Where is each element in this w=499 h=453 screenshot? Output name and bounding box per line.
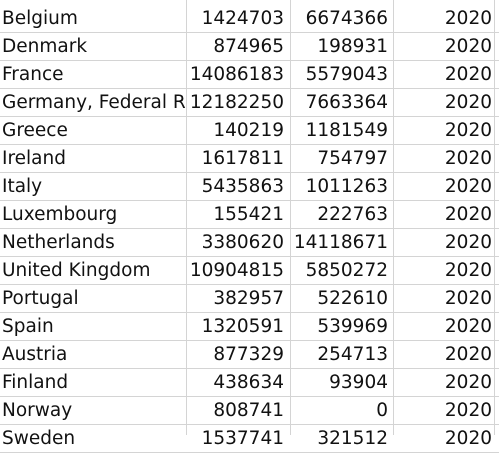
table-row: Greece 140219 1181549 2020: [0, 117, 499, 145]
cell-value-a[interactable]: 877329: [213, 344, 284, 365]
table-row: Netherlands 3380620 14118671 2020: [0, 229, 499, 257]
cell-value-a[interactable]: 808741: [213, 400, 284, 421]
cell-value-b[interactable]: 5850272: [305, 260, 388, 281]
cell-country[interactable]: Portugal: [2, 288, 79, 309]
cell-year[interactable]: 2020: [444, 176, 492, 197]
cell-value-a[interactable]: 438634: [213, 372, 284, 393]
cell-country[interactable]: Italy: [2, 176, 43, 197]
cell-value-a[interactable]: 1537741: [201, 428, 284, 449]
cell-year[interactable]: 2020: [444, 64, 492, 85]
cell-value-a[interactable]: 140219: [213, 120, 284, 141]
cell-value-b[interactable]: 7663364: [305, 92, 388, 113]
cell-value-a[interactable]: 382957: [213, 288, 284, 309]
cell-country[interactable]: Netherlands: [2, 232, 115, 253]
cell-country[interactable]: Austria: [2, 344, 68, 365]
cell-country[interactable]: United Kingdom: [2, 260, 151, 281]
cell-country[interactable]: Ireland: [2, 148, 66, 169]
table-row: Portugal 382957 522610 2020: [0, 285, 499, 313]
cell-year[interactable]: 2020: [444, 148, 492, 169]
cell-value-a[interactable]: 1424703: [201, 8, 284, 29]
cell-value-b[interactable]: 222763: [317, 204, 388, 225]
table-row: Ireland 1617811 754797 2020: [0, 145, 499, 173]
cell-value-b[interactable]: 198931: [317, 36, 388, 57]
cell-year[interactable]: 2020: [444, 204, 492, 225]
cell-value-b[interactable]: 1011263: [305, 176, 388, 197]
table-row: Luxembourg 155421 222763 2020: [0, 201, 499, 229]
cell-value-b[interactable]: 14118671: [293, 232, 388, 253]
cell-value-a[interactable]: 10904815: [189, 260, 284, 281]
cell-year[interactable]: 2020: [444, 400, 492, 421]
cell-value-a[interactable]: 12182250: [189, 92, 284, 113]
table-row: United Kingdom 10904815 5850272 2020: [0, 257, 499, 285]
table-row: Spain 1320591 539969 2020: [0, 313, 499, 341]
cell-country[interactable]: Norway: [2, 400, 73, 421]
cell-country[interactable]: Denmark: [2, 36, 88, 57]
cell-country[interactable]: Greece: [2, 120, 68, 141]
cell-country[interactable]: France: [2, 64, 64, 85]
cell-country[interactable]: Germany, Federal R: [2, 92, 185, 113]
cell-year[interactable]: 2020: [444, 120, 492, 141]
cell-value-b[interactable]: 1181549: [305, 120, 388, 141]
cell-year[interactable]: 2020: [444, 344, 492, 365]
table-row: Sweden 1537741 321512 2020: [0, 425, 499, 453]
cell-year[interactable]: 2020: [444, 232, 492, 253]
cell-value-a[interactable]: 3380620: [201, 232, 284, 253]
column-divider: [290, 0, 291, 435]
cell-value-b[interactable]: 5579043: [305, 64, 388, 85]
cell-value-b[interactable]: 539969: [317, 316, 388, 337]
column-divider: [494, 0, 495, 435]
cell-value-a[interactable]: 1617811: [201, 148, 284, 169]
cell-year[interactable]: 2020: [444, 288, 492, 309]
cell-value-a[interactable]: 1320591: [201, 316, 284, 337]
cell-year[interactable]: 2020: [444, 260, 492, 281]
column-divider: [393, 0, 394, 435]
table-row: Belgium 1424703 6674366 2020: [0, 5, 499, 33]
cell-year[interactable]: 2020: [444, 372, 492, 393]
cell-value-a[interactable]: 874965: [213, 36, 284, 57]
cell-country[interactable]: Finland: [2, 372, 69, 393]
cell-year[interactable]: 2020: [444, 92, 492, 113]
cell-year[interactable]: 2020: [444, 428, 492, 449]
cell-value-b[interactable]: 93904: [329, 372, 388, 393]
cell-value-b[interactable]: 321512: [317, 428, 388, 449]
cell-year[interactable]: 2020: [444, 36, 492, 57]
table-row: Denmark 874965 198931 2020: [0, 33, 499, 61]
table-row: France 14086183 5579043 2020: [0, 61, 499, 89]
cell-value-b[interactable]: 254713: [317, 344, 388, 365]
cell-country[interactable]: Luxembourg: [2, 204, 118, 225]
table-row: Norway 808741 0 2020: [0, 397, 499, 425]
cell-country[interactable]: Belgium: [2, 8, 78, 29]
cell-value-a[interactable]: 5435863: [201, 176, 284, 197]
table-row: Finland 438634 93904 2020: [0, 369, 499, 397]
cell-value-a[interactable]: 155421: [213, 204, 284, 225]
cell-value-b[interactable]: 6674366: [305, 8, 388, 29]
table-row: Germany, Federal R 12182250 7663364 2020: [0, 89, 499, 117]
column-divider: [186, 0, 187, 435]
cell-value-b[interactable]: 0: [376, 400, 388, 421]
cell-value-b[interactable]: 522610: [317, 288, 388, 309]
table-row: Austria 877329 254713 2020: [0, 341, 499, 369]
cell-value-a[interactable]: 14086183: [189, 64, 284, 85]
cell-country[interactable]: Sweden: [2, 428, 76, 449]
cell-year[interactable]: 2020: [444, 8, 492, 29]
cell-value-b[interactable]: 754797: [317, 148, 388, 169]
table-row: Italy 5435863 1011263 2020: [0, 173, 499, 201]
cell-year[interactable]: 2020: [444, 316, 492, 337]
cell-country[interactable]: Spain: [2, 316, 54, 337]
